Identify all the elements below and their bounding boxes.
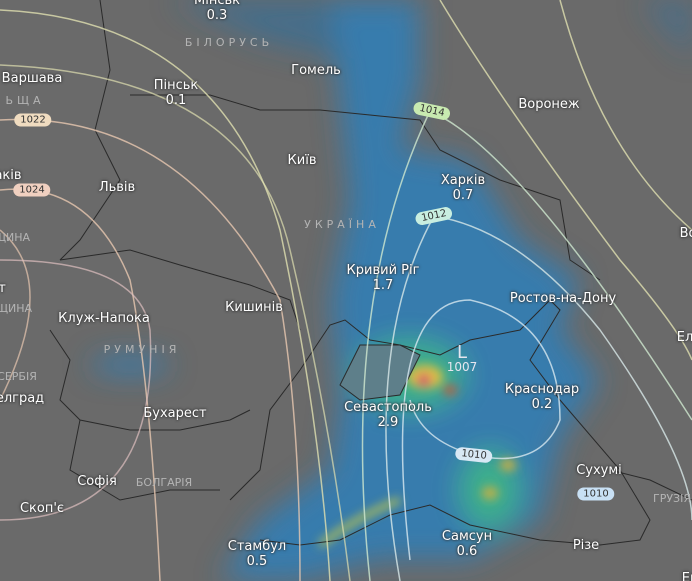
city-bucharest[interactable]: Бухарест	[143, 406, 207, 421]
city-sukhumi[interactable]: Сухумі	[576, 463, 622, 478]
city-minsk[interactable]: Мінськ 0.3	[194, 0, 240, 23]
country-label-partial: ЩИНА	[0, 231, 31, 244]
city-partial-belgrade[interactable]: елград	[0, 391, 45, 406]
country-label-bulgaria: БОЛГАРІЯ	[135, 476, 193, 489]
city-lviv[interactable]: Львів	[98, 180, 136, 195]
city-rostov[interactable]: Ростов-на-Дону	[509, 291, 617, 306]
city-sofia[interactable]: Софія	[77, 474, 117, 489]
country-label-partial: ЩИНА	[0, 302, 33, 315]
city-samsun[interactable]: Самсун 0.6	[441, 529, 493, 559]
country-label-poland: ЬЩА	[5, 94, 45, 107]
city-rize[interactable]: Різе	[572, 538, 600, 553]
city-gomel[interactable]: Гомель	[291, 63, 341, 78]
low-symbol: L	[456, 342, 468, 363]
city-partial-krakow[interactable]: акiв	[0, 168, 22, 183]
city-istanbul[interactable]: Стамбул 0.5	[227, 539, 287, 569]
heavy-precipitation	[318, 365, 516, 548]
city-sevastopol[interactable]: Севастополь 2.9	[344, 400, 432, 430]
low-pressure-value: 1007	[446, 360, 478, 374]
country-label-georgia: ГРУЗІЯ	[653, 492, 691, 505]
city-pinsk[interactable]: Пінськ 0.1	[153, 78, 199, 108]
coastline-borders	[49, 0, 692, 546]
low-pressure-center: L 1007	[446, 342, 478, 375]
city-kryvyi-rih[interactable]: Кривий Ріг 1.7	[346, 263, 420, 293]
country-label-romania: РУМУНІЯ	[103, 343, 181, 356]
city-warsaw[interactable]: Варшава	[1, 71, 63, 86]
country-label-ukraine: УКРАЇНА	[304, 218, 380, 231]
country-label-belarus: БІЛОРУСЬ	[184, 36, 274, 49]
city-voronezh[interactable]: Воронеж	[518, 97, 580, 112]
city-partial-volgograd[interactable]: Во	[679, 226, 692, 241]
isobar-label: 1022	[14, 113, 52, 127]
city-cluj[interactable]: Клуж-Напока	[58, 311, 150, 326]
isobar-label: 1010	[577, 487, 615, 501]
city-chisinau[interactable]: Кишинів	[225, 300, 283, 315]
country-label-serbia: СЕРБІЯ	[0, 370, 37, 383]
isobar-label: 1024	[13, 183, 51, 197]
city-kharkiv[interactable]: Харків 0.7	[440, 173, 486, 203]
city-krasnodar[interactable]: Краснодар 0.2	[504, 382, 580, 412]
city-partial-erzurum[interactable]: Ер	[681, 571, 692, 581]
city-partial-elista[interactable]: Ел	[676, 330, 692, 345]
city-kyiv[interactable]: Київ	[287, 153, 317, 168]
city-skopje[interactable]: Скоп'є	[19, 501, 65, 516]
city-partial[interactable]: т	[0, 281, 6, 296]
